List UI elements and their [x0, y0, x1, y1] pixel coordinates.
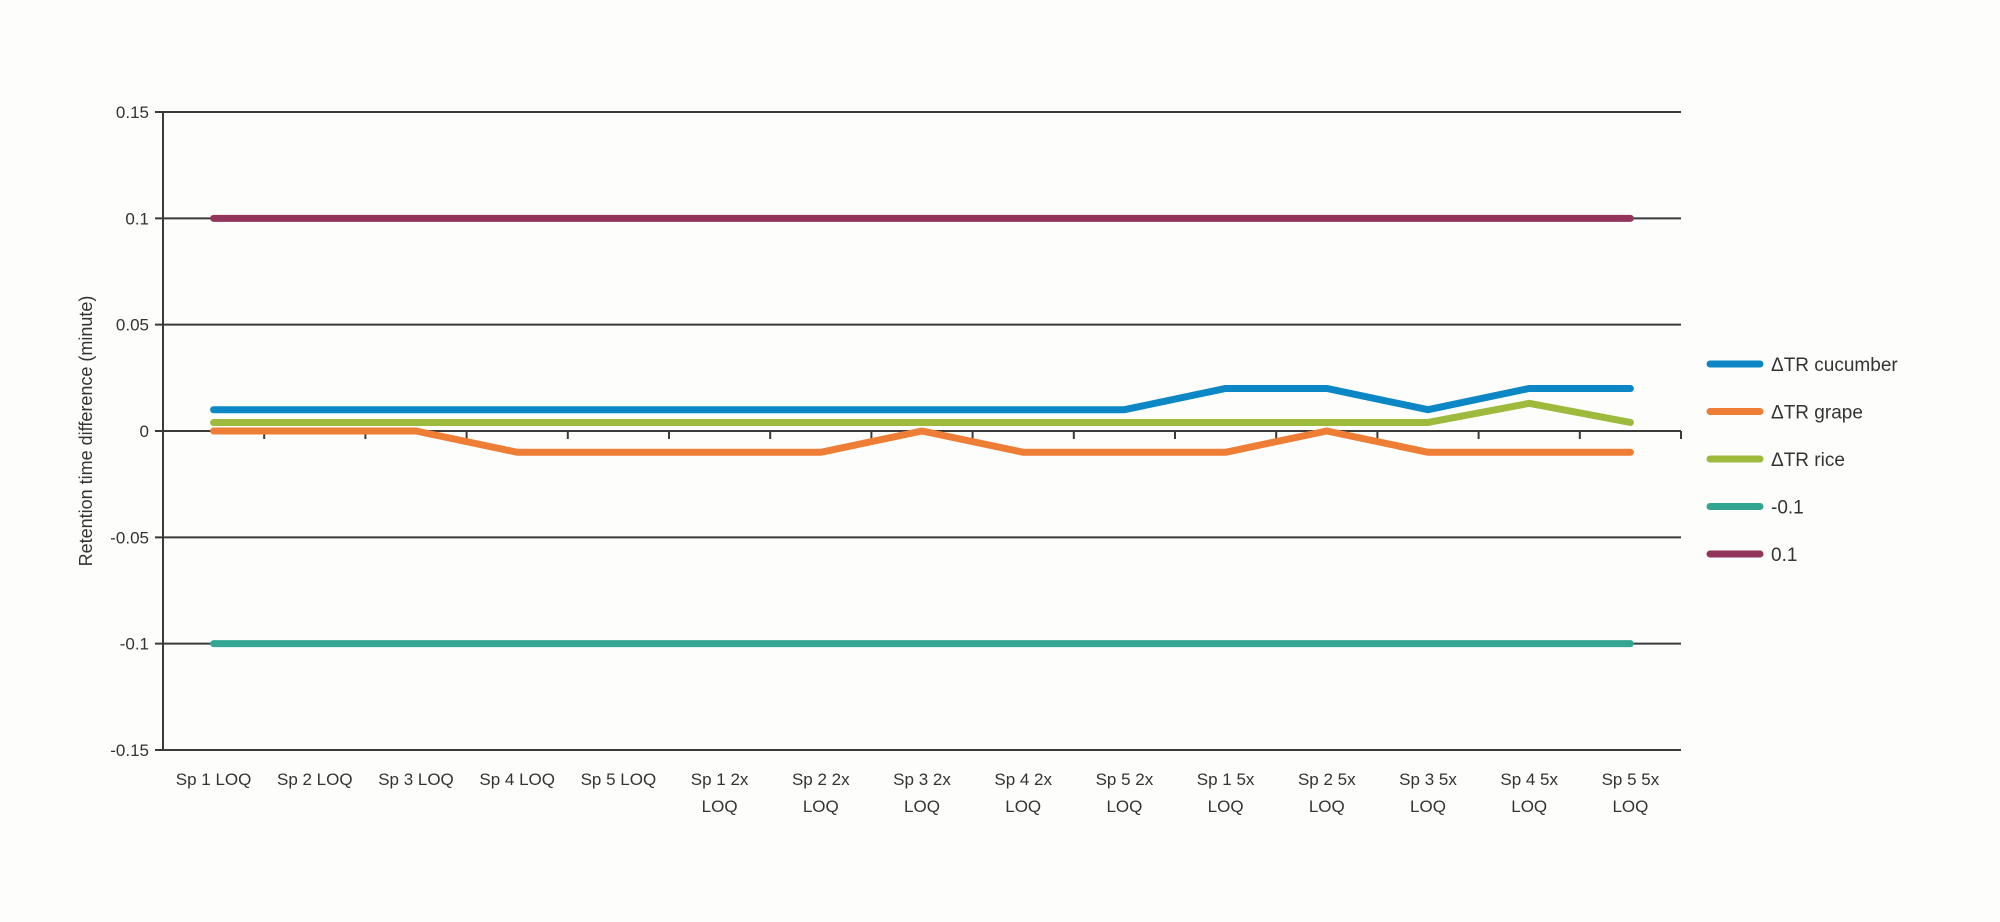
legend-label: ΔTR rice: [1771, 450, 1845, 471]
x-tick-label: Sp 2 5x: [1298, 770, 1356, 789]
series-line-2: [210, 399, 1634, 426]
x-tick-label: Sp 3 LOQ: [378, 770, 454, 789]
x-tick-label: LOQ: [1309, 797, 1345, 816]
x-tick-label: Sp 1 LOQ: [176, 770, 252, 789]
legend: ΔTR cucumber ΔTR grape ΔTR rice -0.1 0.1: [1706, 355, 1898, 566]
x-tick-label: LOQ: [1612, 797, 1648, 816]
x-tick-label: LOQ: [1410, 797, 1446, 816]
y-axis-ticks: 0.15 0.1 0.05 0 -0.05 -0.1 -0.15: [110, 103, 149, 760]
y-tick-label: -0.1: [120, 635, 149, 654]
legend-label: ΔTR cucumber: [1771, 355, 1898, 376]
x-tick-label: Sp 4 2x: [994, 770, 1052, 789]
y-tick-label: -0.15: [110, 741, 149, 760]
x-tick-label: Sp 3 2x: [893, 770, 951, 789]
y-tick-label: 0.1: [125, 209, 149, 228]
y-tick-label: 0: [140, 422, 149, 441]
y-tick-label: 0.05: [116, 316, 149, 335]
y-tick-label: -0.05: [110, 528, 149, 547]
series-line-0: [210, 384, 1634, 414]
x-tick-label: Sp 3 5x: [1399, 770, 1457, 789]
x-tick-label: LOQ: [904, 797, 940, 816]
y-axis-label: Retention time difference (minute): [76, 296, 96, 567]
series-lines: [210, 214, 1634, 648]
x-tick-label: Sp 1 5x: [1197, 770, 1255, 789]
legend-label: 0.1: [1771, 545, 1797, 566]
x-tick-label: LOQ: [1208, 797, 1244, 816]
x-tick-label: Sp 2 LOQ: [277, 770, 353, 789]
x-tick-label: LOQ: [1106, 797, 1142, 816]
x-tick-label: LOQ: [1005, 797, 1041, 816]
y-tick-label: 0.15: [116, 103, 149, 122]
x-tick-label: Sp 1 2x: [691, 770, 749, 789]
x-tick-label: Sp 5 LOQ: [581, 770, 657, 789]
x-tick-label: Sp 4 5x: [1500, 770, 1558, 789]
x-tick-label: LOQ: [803, 797, 839, 816]
x-tick-label: LOQ: [1511, 797, 1547, 816]
x-tick-label: Sp 5 2x: [1096, 770, 1154, 789]
x-tick-label: Sp 5 5x: [1602, 770, 1660, 789]
x-tick-label: Sp 2 2x: [792, 770, 850, 789]
x-tick-label: Sp 4 LOQ: [479, 770, 555, 789]
x-tick-label: LOQ: [702, 797, 738, 816]
legend-label: ΔTR grape: [1771, 403, 1863, 424]
legend-label: -0.1: [1771, 498, 1804, 519]
axes: [162, 112, 1682, 750]
x-axis-ticks: Sp 1 LOQ Sp 2 LOQ Sp 3 LOQ Sp 4 LOQ Sp 5 LOQ…: [176, 770, 1660, 816]
series-line-1: [210, 427, 1634, 456]
